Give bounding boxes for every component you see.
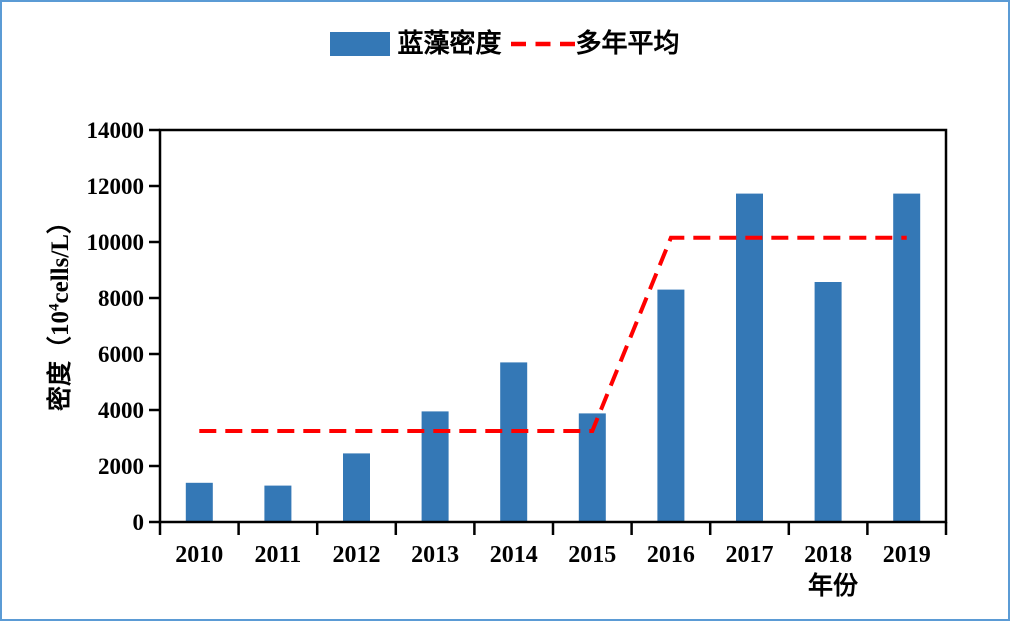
x-tick-label-2019: 2019 <box>883 542 931 568</box>
y-tick-label-6000: 6000 <box>98 342 144 367</box>
x-tick-label-2014: 2014 <box>490 542 538 568</box>
x-tick-label-2012: 2012 <box>333 542 381 568</box>
y-tick-label-10000: 10000 <box>87 230 145 255</box>
bar-2011 <box>264 485 292 522</box>
legend-line-label: 多年平均 <box>575 29 680 58</box>
bar-2018 <box>814 282 842 522</box>
y-axis-title: 密度（104cells/L） <box>46 209 74 411</box>
legend: 蓝藻密度 多年平均 <box>2 30 1008 58</box>
y-tick-label-14000: 14000 <box>87 118 145 143</box>
bar-2014 <box>500 362 528 522</box>
bar-series-swatch-icon <box>330 32 391 56</box>
legend-bars-label: 蓝藻密度 <box>397 29 502 58</box>
bar-2013 <box>421 411 449 522</box>
average-line <box>199 235 907 433</box>
x-tick-label-2013: 2013 <box>411 542 459 568</box>
bar-2016 <box>657 289 685 522</box>
bar-2019 <box>893 193 921 522</box>
y-tick-label-2000: 2000 <box>98 454 144 479</box>
y-tick-label-4000: 4000 <box>98 398 144 423</box>
bar-2017 <box>736 193 763 522</box>
x-tick-label-2016: 2016 <box>647 542 695 568</box>
x-tick-label-2017: 2017 <box>726 542 774 568</box>
y-tick-label-8000: 8000 <box>98 286 144 311</box>
legend-item-line: 多年平均 <box>510 29 680 58</box>
y-tick-label-0: 0 <box>133 510 145 535</box>
superscript-4: 4 <box>46 303 63 311</box>
bar-2012 <box>343 453 370 522</box>
x-tick-label-2011: 2011 <box>255 542 302 568</box>
x-axis-title: 年份 <box>807 573 859 600</box>
x-tick-label-2018: 2018 <box>804 542 852 568</box>
bar-2010 <box>185 482 213 522</box>
y-tick-label-12000: 12000 <box>87 174 145 199</box>
legend-item-bars: 蓝藻密度 <box>330 29 502 58</box>
x-tick-label-2010: 2010 <box>175 542 223 568</box>
x-tick-label-2015: 2015 <box>568 542 616 568</box>
dashed-line-sample-icon <box>510 41 575 47</box>
